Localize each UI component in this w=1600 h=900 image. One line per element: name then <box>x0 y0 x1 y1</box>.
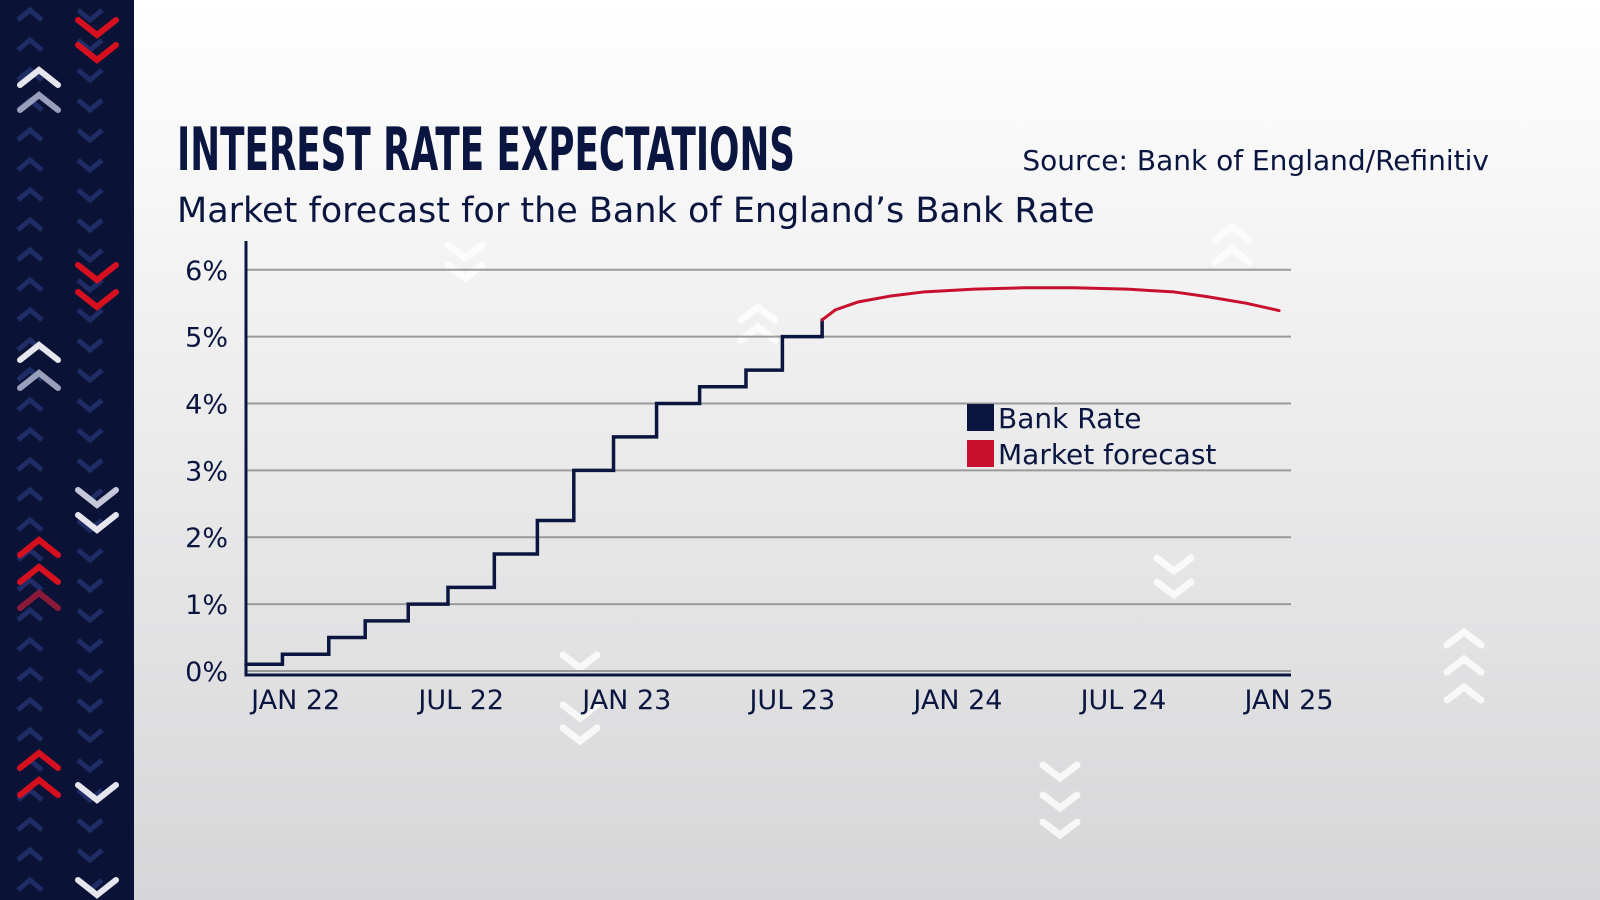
legend-label: Market forecast <box>998 438 1216 471</box>
x-tick-label: JUL 24 <box>1079 685 1167 716</box>
x-tick-label: JUL 22 <box>416 685 504 716</box>
x-tick-label: JUL 23 <box>747 685 835 716</box>
chart-subtitle: Market forecast for the Bank of England’… <box>177 191 1095 231</box>
y-tick-label: 4% <box>185 389 228 420</box>
series-line <box>244 318 824 667</box>
y-tick-label: 5% <box>185 323 228 354</box>
x-tick-label: JAN 24 <box>911 685 1002 716</box>
side-stripe <box>0 0 134 900</box>
chart-title: INTEREST RATE EXPECTATIONS <box>177 115 795 185</box>
y-tick-label: 2% <box>185 523 228 554</box>
x-tick-label: JAN 23 <box>580 685 671 716</box>
x-tick-label: JAN 22 <box>249 685 340 716</box>
plot-area: 0% 1% 2% 3% 4% 5% 6% JAN 22 JUL 22 JAN 23 JUL 23 JA… <box>185 241 1334 716</box>
legend-label: Bank Rate <box>998 402 1141 435</box>
x-tick-label: JAN 25 <box>1242 685 1333 716</box>
legend-swatch <box>967 404 994 431</box>
y-tick-label: 6% <box>185 256 228 287</box>
series-line <box>820 286 1281 322</box>
source-note: Source: Bank of England/Refinitiv <box>1022 144 1489 177</box>
y-tick-label: 1% <box>185 590 228 621</box>
y-tick-label: 3% <box>185 456 228 487</box>
y-tick-label: 0% <box>185 657 228 688</box>
legend-swatch <box>967 440 994 467</box>
